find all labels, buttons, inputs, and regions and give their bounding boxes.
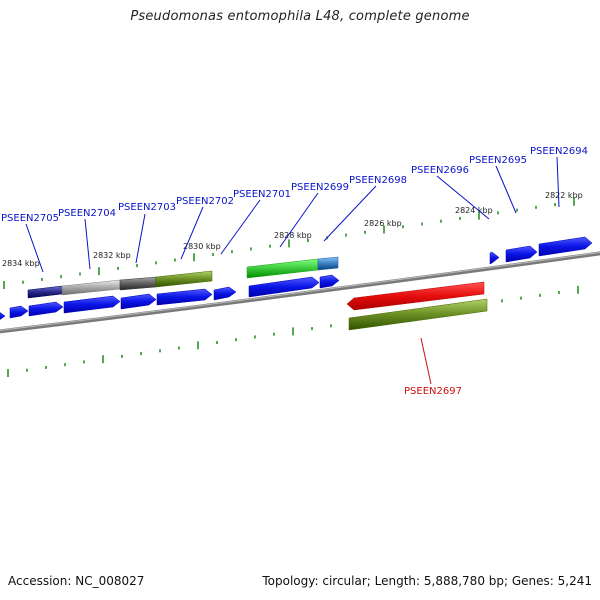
- ruler-ticks: [3, 197, 579, 377]
- gene-label-pseen2698[interactable]: PSEEN2698: [349, 175, 407, 186]
- map-title: Pseudomonas entomophila L48, complete ge…: [130, 9, 470, 24]
- gene-label-pseen2702[interactable]: PSEEN2702: [176, 196, 234, 207]
- cds-arrow[interactable]: [156, 288, 213, 306]
- highlight-gene-arrow[interactable]: [346, 281, 485, 311]
- ruler-label: 2830 kbp: [183, 242, 221, 251]
- label-leader-line: [84, 218, 91, 270]
- ruler-label: 2826 kbp: [364, 219, 402, 228]
- ruler-label: 2824 kbp: [455, 206, 493, 215]
- label-leader-lines: [25, 156, 560, 385]
- gene-label-pseen2704[interactable]: PSEEN2704: [58, 208, 116, 219]
- cds-arrow[interactable]: [9, 305, 29, 319]
- cds-arrow[interactable]: [0, 311, 6, 322]
- annotation-bar[interactable]: [119, 276, 157, 291]
- cds-arrow[interactable]: [489, 251, 500, 265]
- genome-backbone: [0, 251, 600, 334]
- ruler-label: 2822 kbp: [545, 191, 583, 200]
- label-leader-line: [279, 192, 319, 248]
- label-leader-line: [495, 165, 517, 214]
- annotation-bar[interactable]: [155, 270, 213, 288]
- genome-backbone-highlight: [0, 251, 600, 331]
- accession-text: Accession: NC_008027: [8, 574, 145, 588]
- ruler-label: 2832 kbp: [93, 251, 131, 260]
- cds-arrow[interactable]: [248, 276, 320, 298]
- label-leader-line: [323, 185, 377, 242]
- cds-arrow[interactable]: [505, 245, 538, 263]
- label-leader-line: [436, 175, 490, 220]
- label-leader-line: [556, 156, 560, 208]
- gene-label-pseen2695[interactable]: PSEEN2695: [469, 155, 527, 166]
- cds-arrow[interactable]: [120, 293, 157, 310]
- gene-label-pseen2701[interactable]: PSEEN2701: [233, 189, 291, 200]
- gene-label-pseen2705[interactable]: PSEEN2705: [1, 213, 59, 224]
- feature-layer: [0, 236, 593, 331]
- ruler-label: 2834 kbp: [2, 259, 40, 268]
- gene-label-pseen2697[interactable]: PSEEN2697: [404, 386, 462, 397]
- ruler-labels: 2834 kbp 2832 kbp 2830 kbp 2828 kbp 2826 kbp…: [2, 191, 583, 268]
- annotation-bar[interactable]: [27, 285, 63, 299]
- gene-label-pseen2696[interactable]: PSEEN2696: [411, 165, 469, 176]
- topology-summary: Topology: circular; Length: 5,888,780 bp…: [262, 574, 592, 588]
- cds-arrow[interactable]: [213, 286, 237, 301]
- label-leader-line: [135, 213, 146, 264]
- annotation-bar[interactable]: [317, 256, 339, 271]
- gene-label-pseen2703[interactable]: PSEEN2703: [118, 202, 176, 213]
- gene-labels: PSEEN2705 PSEEN2704PSEEN2703PSEEN2702PSEE…: [1, 146, 588, 397]
- annotation-bar[interactable]: [246, 258, 319, 279]
- label-leader-line: [180, 206, 204, 260]
- cds-arrow[interactable]: [63, 295, 121, 314]
- label-leader-line: [220, 199, 261, 255]
- gene-label-pseen2694[interactable]: PSEEN2694: [530, 146, 588, 157]
- cds-arrow[interactable]: [319, 274, 340, 289]
- genome-backbone-line: [0, 251, 600, 334]
- annotation-bar[interactable]: [348, 298, 488, 331]
- label-leader-line: [25, 223, 44, 273]
- annotation-bar[interactable]: [61, 279, 121, 296]
- gene-label-pseen2699[interactable]: PSEEN2699: [291, 182, 349, 193]
- label-leader-line: [420, 337, 432, 385]
- cds-arrow[interactable]: [28, 301, 64, 317]
- cds-arrow[interactable]: [538, 236, 593, 257]
- ruler-label: 2828 kbp: [274, 231, 312, 240]
